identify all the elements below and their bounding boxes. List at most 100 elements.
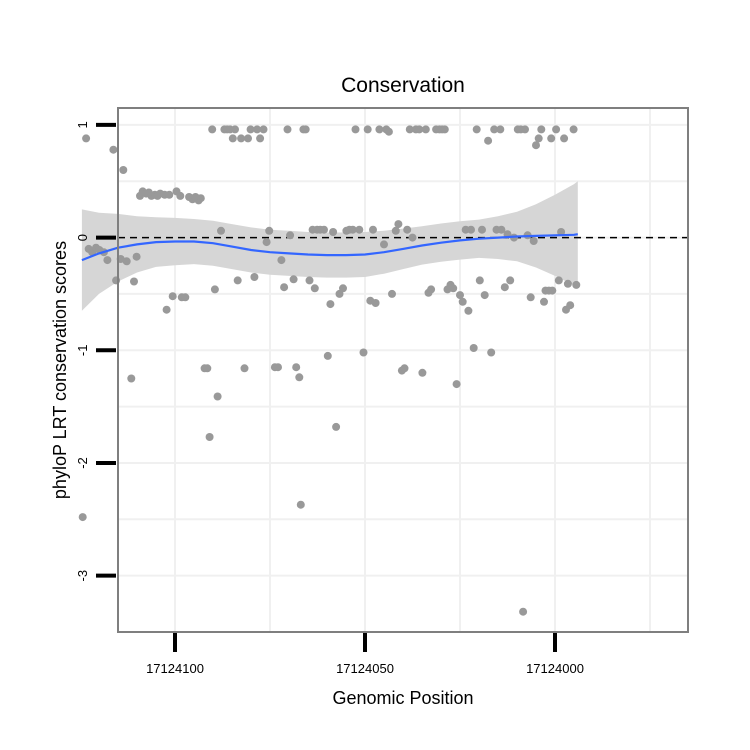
data-point — [262, 238, 271, 247]
data-point — [458, 297, 467, 306]
data-point — [534, 134, 543, 143]
data-point — [552, 125, 561, 134]
data-point — [456, 291, 464, 300]
data-point — [388, 289, 396, 298]
grid-lines — [118, 108, 688, 632]
trend-line-group — [81, 233, 578, 262]
data-point — [205, 433, 214, 441]
data-point — [240, 364, 249, 373]
data-point — [231, 125, 239, 134]
data-point — [371, 299, 380, 307]
data-point — [408, 233, 417, 242]
confidence-ribbon-group — [81, 181, 578, 311]
x-tick-label: 17124000 — [526, 661, 584, 676]
data-point — [532, 141, 540, 150]
data-point — [181, 293, 190, 302]
data-point — [526, 293, 535, 302]
data-point — [547, 134, 556, 143]
data-point — [348, 225, 357, 234]
x-axis-ticks: 17124100 17124050 17124000 — [146, 633, 584, 676]
data-point — [452, 380, 461, 389]
data-point — [339, 284, 347, 293]
y-tick-label: 1 — [75, 121, 90, 128]
data-point — [440, 125, 449, 134]
data-point — [292, 363, 301, 372]
data-point — [554, 276, 563, 285]
data-point — [289, 275, 298, 284]
data-point — [253, 125, 262, 134]
data-point — [405, 125, 414, 134]
chart-title: Conservation — [341, 74, 465, 97]
data-point — [286, 231, 295, 240]
y-tick-label: -1 — [75, 345, 90, 357]
data-point — [213, 392, 222, 401]
data-point — [548, 286, 557, 295]
data-point — [122, 257, 131, 266]
trend-line — [81, 233, 578, 262]
data-point — [109, 145, 118, 154]
data-point — [359, 348, 368, 357]
data-point — [506, 276, 515, 285]
data-point — [103, 256, 112, 265]
data-point — [296, 500, 305, 509]
data-point — [519, 607, 528, 616]
data-point — [280, 283, 289, 292]
data-point — [490, 125, 499, 134]
y-tick-label: 0 — [75, 234, 90, 241]
data-point — [165, 190, 174, 199]
data-point — [566, 301, 575, 310]
data-point — [274, 363, 282, 372]
data-point — [472, 125, 481, 134]
data-point — [301, 125, 310, 134]
data-point — [132, 252, 141, 261]
data-point — [467, 225, 475, 234]
data-point — [469, 344, 478, 352]
data-point — [384, 127, 393, 136]
x-tick-label: 17124050 — [336, 661, 394, 676]
data-point — [305, 276, 314, 285]
data-point — [500, 283, 509, 292]
data-point — [127, 374, 136, 383]
data-point — [329, 228, 338, 236]
data-point — [210, 285, 219, 294]
x-tick-label: 17124100 — [146, 661, 204, 676]
data-point — [176, 191, 185, 200]
data-point — [478, 225, 486, 234]
data-point — [130, 277, 138, 286]
data-point — [537, 125, 546, 134]
data-point — [415, 125, 424, 134]
data-point — [162, 305, 171, 314]
data-point — [82, 134, 91, 143]
data-points — [78, 125, 581, 616]
data-point — [310, 284, 319, 293]
data-point — [168, 292, 177, 301]
data-point — [363, 125, 372, 134]
data-point — [394, 220, 403, 229]
data-point — [326, 300, 335, 309]
data-point — [259, 125, 268, 134]
data-point — [484, 136, 493, 145]
data-point — [418, 368, 427, 377]
data-point — [400, 364, 409, 373]
y-axis-title: phyloP LRT conservation scores — [50, 241, 70, 499]
data-point — [256, 134, 265, 143]
data-point — [250, 273, 259, 281]
data-point — [421, 125, 430, 134]
data-point — [237, 134, 246, 143]
data-point — [569, 125, 578, 134]
data-point — [540, 297, 548, 306]
data-point — [208, 125, 217, 134]
data-point — [203, 364, 212, 373]
data-point — [246, 125, 255, 134]
data-point — [480, 291, 489, 300]
data-point — [529, 237, 538, 245]
data-point — [351, 125, 360, 134]
data-point — [320, 225, 328, 234]
data-point — [563, 279, 572, 288]
data-point — [233, 276, 242, 285]
data-point — [244, 134, 252, 143]
data-point — [572, 280, 581, 289]
data-point — [560, 134, 569, 143]
